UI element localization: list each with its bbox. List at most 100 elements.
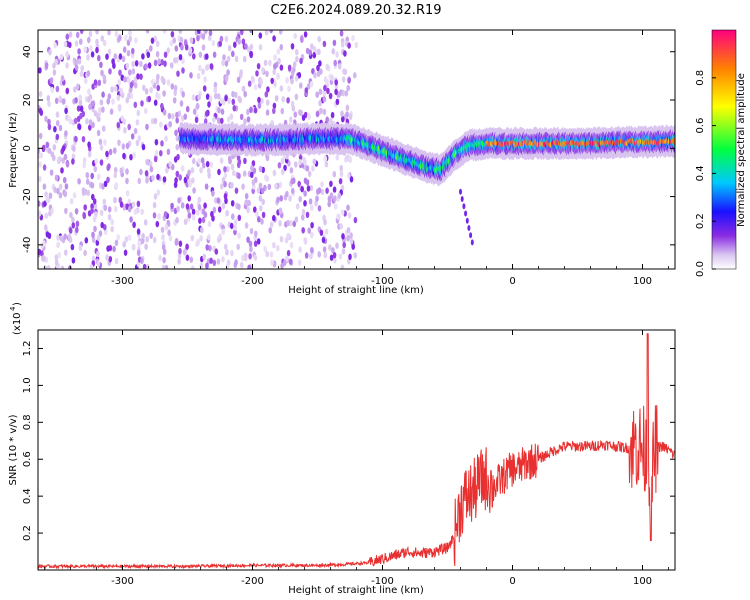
spectrogram-noise-cell	[160, 58, 164, 66]
spectrogram-noise-cell	[197, 158, 201, 165]
spectrogram-noise-cell	[163, 60, 167, 67]
spectrogram-noise-cell	[181, 91, 185, 98]
spectrogram-noise-cell	[246, 46, 251, 53]
spectrogram-noise-cell	[226, 166, 230, 173]
colorbar-tick-label: 0.6	[695, 118, 706, 134]
spectrogram-noise-cell	[317, 251, 322, 258]
spectrogram-noise-cell	[38, 147, 41, 154]
spectrogram-noise-cell	[99, 144, 104, 151]
spectrogram-noise-cell	[265, 250, 270, 258]
spectrogram-noise-cell	[301, 208, 306, 216]
spectrogram-noise-cell	[137, 135, 142, 142]
spectrogram-noise-cell	[258, 32, 263, 39]
spectrogram-noise-cell	[249, 106, 253, 114]
spectrogram-noise-cell	[197, 30, 201, 34]
spectrogram-noise-cell	[189, 256, 194, 263]
spectrogram-noise-cell	[44, 62, 49, 69]
spectrogram-noise-cell	[102, 198, 107, 205]
spectrogram-noise-cell	[240, 30, 244, 36]
spectrogram-noise-cell	[118, 69, 122, 76]
spectrogram-noise-cell	[221, 202, 226, 210]
spectrogram-noise-cell	[342, 241, 347, 249]
spectrogram-noise-cell	[87, 141, 91, 148]
spectrogram-noise-cell	[139, 168, 143, 176]
spectrogram-noise-cell	[117, 105, 122, 112]
spectrogram-noise-cell	[351, 34, 355, 42]
spectrogram-noise-cell	[320, 181, 324, 188]
spectrogram-noise-cell	[96, 260, 101, 267]
spectrogram-noise-cell	[137, 240, 141, 247]
spectrogram-noise-cell	[294, 216, 299, 223]
spectrogram-noise-cell	[328, 92, 333, 100]
spectrogram-y-tick-label: 20	[22, 94, 33, 107]
spectrogram-noise-cell	[71, 158, 75, 165]
spectrogram-noise-cell	[301, 114, 306, 121]
spectrogram-noise-cell	[293, 111, 298, 118]
spectrogram-noise-cell	[160, 226, 165, 234]
spectrogram-noise-cell	[113, 147, 117, 154]
spectrogram-noise-cell	[269, 221, 274, 228]
spectrogram-tail-cell	[467, 225, 471, 231]
spectrogram-noise-cell	[180, 202, 185, 209]
spectrogram-noise-cell	[315, 110, 320, 118]
spectrogram-noise-cell	[322, 246, 327, 253]
spectrogram-noise-cell	[258, 195, 263, 202]
spectrogram-noise-cell	[192, 53, 196, 60]
spectrogram-noise-cell	[108, 256, 113, 263]
spectrogram-noise-cell	[153, 193, 158, 200]
spectrogram-noise-cell	[141, 53, 145, 60]
spectrogram-noise-cell	[219, 35, 224, 43]
spectrogram-noise-cell	[325, 187, 329, 194]
spectrogram-tail-cell	[465, 217, 469, 224]
spectrogram-noise-cell	[170, 31, 175, 38]
spectrogram-noise-cell	[178, 54, 183, 61]
spectrogram-noise-cell	[263, 246, 268, 253]
spectrogram-noise-cell	[101, 91, 105, 98]
spectrogram-noise-cell	[82, 212, 87, 220]
spectrogram-noise-cell	[230, 163, 235, 170]
spectrogram-noise-cell	[147, 95, 152, 103]
spectrogram-noise-cell	[292, 61, 297, 68]
spectrogram-noise-cell	[343, 50, 347, 57]
spectrogram-noise-cell	[174, 45, 179, 52]
spectrogram-noise-cell	[116, 121, 121, 129]
spectrogram-noise-cell	[289, 219, 293, 227]
spectrogram-noise-cell	[250, 164, 254, 172]
spectrogram-noise-cell	[315, 195, 319, 202]
spectrogram-noise-cell	[201, 208, 206, 215]
spectrogram-noise-cell	[128, 30, 132, 37]
spectrogram-noise-cell	[174, 237, 179, 245]
spectrogram-noise-cell	[154, 139, 159, 146]
spectrogram-noise-cell	[205, 93, 210, 100]
spectrogram-noise-cell	[172, 97, 177, 104]
spectrogram-noise-cell	[216, 93, 221, 100]
spectrogram-noise-cell	[100, 69, 104, 77]
spectrogram-noise-cell	[159, 150, 163, 157]
spectrogram-noise-cell	[122, 204, 127, 211]
spectrogram-noise-cell	[129, 154, 133, 161]
spectrogram-noise-cell	[264, 91, 269, 98]
spectrogram-noise-cell	[63, 41, 68, 48]
spectrogram-noise-cell	[57, 156, 61, 163]
spectrogram-noise-cell	[132, 221, 136, 228]
spectrogram-noise-cell	[67, 115, 71, 122]
spectrogram-noise-cell	[160, 75, 165, 83]
spectrogram-noise-cell	[304, 252, 309, 259]
spectrogram-noise-cell	[91, 83, 95, 90]
spectrogram-noise-cell	[116, 234, 120, 241]
spectrogram-noise-cell	[119, 87, 123, 95]
spectrogram-noise-cell	[190, 234, 195, 242]
spectrogram-noise-cell	[56, 187, 60, 195]
spectrogram-noise-cell	[162, 109, 167, 116]
spectrogram-noise-cell	[47, 100, 51, 108]
spectrogram-noise-cell	[108, 148, 113, 156]
spectrogram-x-tick-label: 100	[633, 276, 652, 287]
spectrogram-noise-cell	[248, 253, 252, 260]
spectrogram-noise-cell	[136, 228, 141, 235]
spectrogram-noise-cell	[92, 215, 97, 223]
spectrogram-noise-cell	[157, 213, 161, 220]
spectrogram-noise-cell	[246, 236, 250, 243]
spectrogram-noise-cell	[54, 174, 59, 181]
spectrogram-noise-cell	[204, 30, 208, 34]
spectrogram-noise-cell	[76, 105, 81, 112]
